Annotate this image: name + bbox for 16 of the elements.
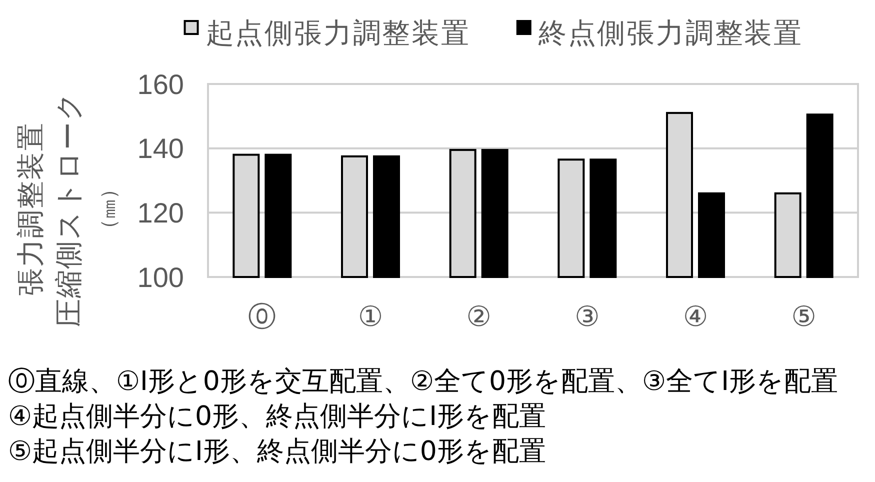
- legend-label: 終点側張力調整装置: [537, 16, 803, 50]
- y-tick-label: 100: [137, 262, 184, 293]
- y-tick-label: 140: [137, 133, 184, 164]
- x-tick-label: ③: [574, 300, 600, 333]
- x-tick-label: ②: [466, 300, 492, 333]
- text: ④起点側半分に0形、終点側半分にI形を配置: [8, 401, 546, 432]
- x-tick-label: ①: [358, 300, 384, 333]
- text: ⑤起点側半分にI形、終点側半分に0形を配置: [8, 436, 546, 467]
- x-tick-label: ⓪: [248, 300, 276, 333]
- y-axis-title: 張力調整装置圧縮側ストローク（㎜）: [14, 91, 120, 327]
- x-tick-label: ⑤: [791, 300, 816, 333]
- x-tick-label: ④: [682, 300, 708, 333]
- y-tick-label: 120: [137, 197, 184, 228]
- legend-label: 起点側張力調整装置: [206, 16, 470, 50]
- y-tick-label: 160: [137, 68, 184, 100]
- text: ⓪直線、①I形と0形を交互配置、②全て0形を配置、③全てI形を配置: [8, 366, 838, 397]
